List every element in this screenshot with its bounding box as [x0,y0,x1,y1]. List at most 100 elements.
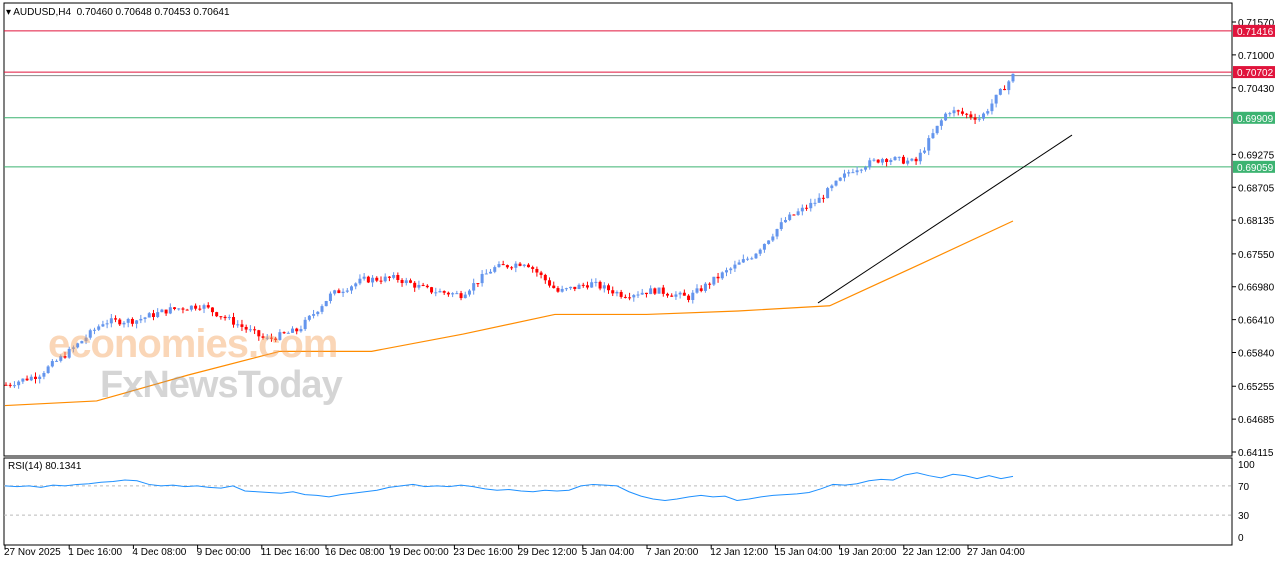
candle [168,303,172,315]
price-tick-label: 0.65255 [1238,382,1275,393]
time-label: 7 Jan 20:00 [646,547,699,558]
ohlc-values: 0.70460 0.70648 0.70453 0.70641 [76,7,230,18]
candle [674,291,678,300]
candle [948,111,952,117]
candle [607,283,611,294]
candle [746,256,750,261]
candle [821,194,825,203]
symbol-label: AUDUSD,H4 [13,7,72,18]
candle [931,128,935,139]
candle [17,380,21,389]
candle [526,263,530,268]
candle [459,290,463,301]
candle [695,284,699,294]
price-tick-label: 0.64115 [1238,448,1274,459]
price-tick-label: 0.66980 [1238,283,1275,294]
candle [126,317,130,328]
candle [114,315,118,323]
candle [847,169,851,177]
price-pane [3,2,1233,457]
candle [876,159,880,164]
candle [657,287,661,294]
candle [240,319,244,332]
candle [969,111,973,120]
candle [269,333,273,342]
candle [762,243,766,253]
candle [299,325,303,333]
candle [851,168,855,174]
candle [813,198,817,207]
candle [859,168,863,174]
candle [927,135,931,156]
time-label: 27 Jan 04:00 [967,547,1025,558]
candle [295,327,299,335]
candle [792,214,796,216]
candle [872,158,876,162]
candle [467,289,471,297]
candle [956,109,960,116]
candle [185,308,189,311]
candle [611,286,615,297]
candle [50,358,54,368]
rsi-tick-label: 70 [1238,482,1250,493]
candle [400,278,404,287]
price-tick-label: 0.67550 [1238,250,1275,261]
price-tick-label: 0.68705 [1238,183,1275,194]
candle [194,303,198,311]
candle [375,276,379,283]
candle [531,265,535,273]
price-tick-label: 0.71570 [1238,18,1275,29]
level-price-label: 0.71416 [1237,27,1274,38]
candle [644,292,648,298]
candle [649,285,653,295]
candle [906,157,910,166]
candle [244,324,248,333]
candle [261,333,265,340]
candle [109,313,113,328]
candle [25,375,29,382]
candle [227,314,231,321]
candle [1007,80,1011,95]
candle [316,311,320,317]
candle [585,281,589,290]
candle [307,314,311,322]
candle [206,302,210,309]
candle [366,275,370,284]
candle [510,266,514,271]
candle [286,331,290,334]
trendline[interactable] [817,134,1073,304]
candle [864,165,868,172]
candle [733,260,737,272]
candle [274,336,278,343]
candle [324,300,328,307]
candle [994,94,998,108]
candle [404,277,408,286]
level-price-badge [1233,160,1275,173]
price-tick-label: 0.71000 [1238,51,1275,62]
candle [602,282,606,293]
candle [484,269,488,275]
candle [594,278,598,287]
watermark-economies: economies.com [48,322,338,366]
candle [33,372,37,384]
symbol-header: ▾ AUDUSD,H4 0.70460 0.70648 0.70453 0.70… [6,7,230,18]
candle [215,311,219,318]
candle [63,351,67,359]
candle [535,266,539,277]
candle [312,309,316,319]
candle [59,354,63,363]
candle [868,157,872,170]
candle [219,316,223,320]
moving-average-line [4,220,1014,407]
candle [189,305,193,312]
candle [910,158,914,162]
rsi-title: RSI(14) 80.1341 [8,461,82,472]
candle [682,289,686,296]
candle [640,288,644,295]
candle [21,378,25,384]
candle [76,342,80,349]
candle [160,308,164,313]
candle [767,240,771,245]
candle [80,340,84,344]
